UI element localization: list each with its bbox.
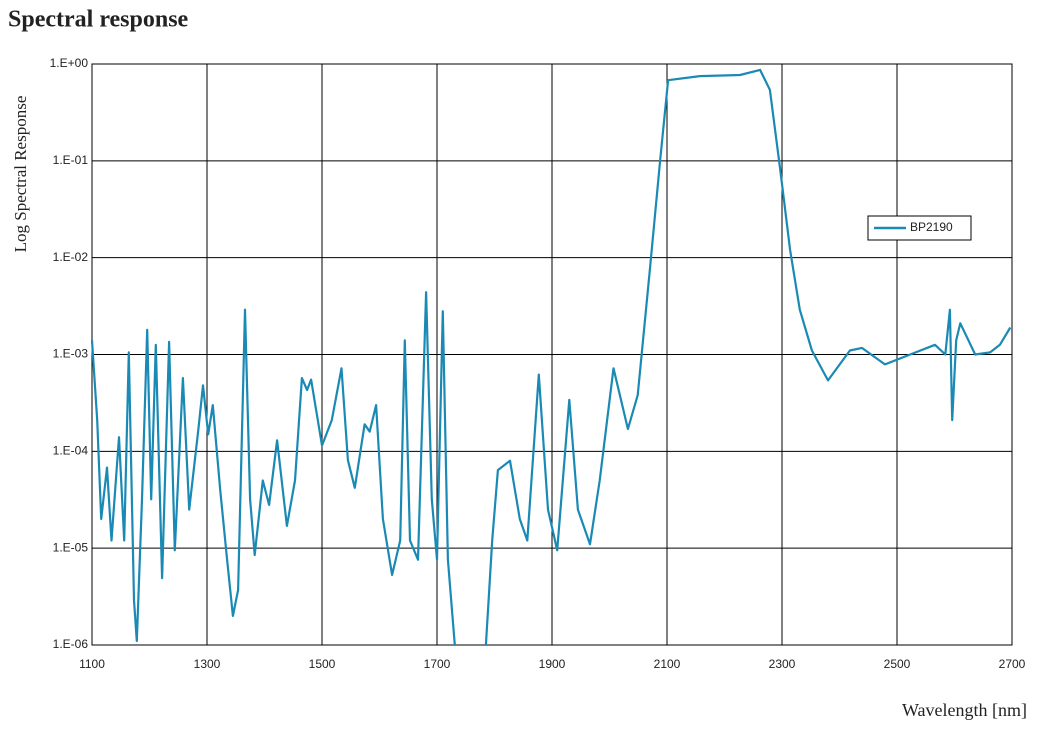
x-tick-label: 2100 [654,657,681,671]
x-tick-label: 1300 [194,657,221,671]
y-tick-label: 1.E-03 [53,347,89,361]
y-tick-label: 1.E+00 [50,56,89,70]
x-tick-label: 2500 [884,657,911,671]
y-tick-label: 1.E-02 [53,250,89,264]
y-tick-label: 1.E-06 [53,637,89,651]
x-tick-label: 2700 [999,657,1026,671]
chart-title: Spectral response [8,7,189,33]
x-tick-label: 1100 [79,657,105,671]
x-tick-label: 2300 [769,657,796,671]
y-axis-label: Log Spectral Response [11,96,30,253]
y-tick-label: 1.E-04 [53,444,89,458]
data-line [90,68,1012,646]
y-tick-label: 1.E-05 [53,540,89,554]
x-tick-label: 1700 [424,657,451,671]
legend-label: BP2190 [910,220,953,234]
x-tick-label: 1900 [539,657,566,671]
x-tick-label: 1500 [309,657,336,671]
y-tick-label: 1.E-01 [53,153,89,167]
x-axis-label: Wavelength [nm] [902,700,1027,720]
